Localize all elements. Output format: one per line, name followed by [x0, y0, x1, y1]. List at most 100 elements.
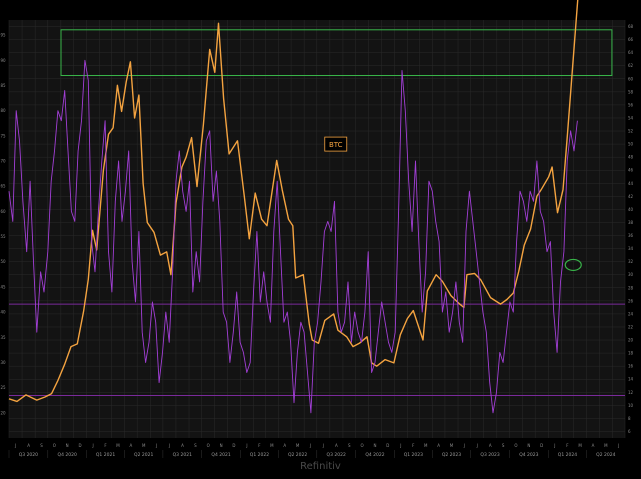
x-month-tick: N — [527, 443, 530, 448]
x-quarter-tick: Q3 2020 — [19, 452, 38, 458]
right-axis-tick: 8 — [628, 416, 631, 421]
right-axis-tick: 36 — [628, 233, 634, 238]
x-month-tick: M — [142, 443, 146, 448]
left-axis-tick: 30 — [1, 360, 7, 365]
x-month-tick: S — [348, 443, 351, 448]
left-axis-tick: 45 — [1, 284, 7, 289]
x-month-tick: J — [322, 443, 324, 448]
x-month-tick: A — [335, 443, 338, 448]
left-axis-tick: 85 — [1, 83, 7, 88]
x-quarter-tick: Q4 2022 — [365, 452, 384, 458]
marker-group — [564, 258, 582, 272]
x-quarter-tick: Q1 2024 — [558, 452, 577, 458]
left-axis-tick: 65 — [1, 184, 7, 189]
left-axis-tick: 25 — [1, 385, 7, 390]
right-axis-tick: 24 — [628, 311, 634, 316]
x-month-tick: D — [78, 443, 81, 448]
target-zone-box — [60, 29, 613, 77]
right-axis-tick: 26 — [628, 298, 634, 303]
right-axis-tick: 22 — [628, 324, 634, 329]
highlight-circle — [564, 258, 582, 272]
x-month-tick: F — [104, 443, 107, 448]
x-month-tick: J — [309, 443, 311, 448]
x-month-tick: S — [194, 443, 197, 448]
x-month-tick: S — [502, 443, 505, 448]
left-axis: 20 25 30 35 40 45 50 55 60 65 70 75 80 85 90 95 — [1, 33, 7, 416]
x-month-tick: D — [232, 443, 235, 448]
x-month-tick: O — [514, 443, 517, 448]
x-month-tick: J — [476, 443, 478, 448]
x-month-tick: A — [592, 443, 595, 448]
left-axis-tick: 50 — [1, 259, 7, 264]
right-axis-tick: 58 — [628, 89, 634, 94]
series-group — [8, 0, 579, 414]
x-quarter-tick: Q2 2021 — [134, 452, 153, 458]
right-axis-tick: 68 — [628, 24, 634, 29]
right-axis-tick: 28 — [628, 285, 634, 290]
right-axis-tick: 52 — [628, 129, 634, 134]
x-quarter-tick: Q3 2023 — [480, 452, 499, 458]
left-axis-tick: 90 — [1, 58, 7, 63]
left-axis-tick: 80 — [1, 108, 7, 113]
x-month-tick: M — [116, 443, 120, 448]
left-axis-tick: 20 — [1, 410, 7, 415]
right-axis-tick: 50 — [628, 142, 634, 147]
x-quarter-tick: Q2 2022 — [288, 452, 307, 458]
x-month-tick: J — [617, 443, 619, 448]
right-axis-tick: 64 — [628, 50, 634, 55]
right-axis-tick: 54 — [628, 115, 634, 120]
right-axis-tick: 62 — [628, 63, 634, 68]
x-month-tick: J — [553, 443, 555, 448]
right-axis-tick: 38 — [628, 220, 634, 225]
right-axis-tick: 44 — [628, 181, 634, 186]
x-quarter-tick: Q2 2024 — [596, 452, 615, 458]
x-month-tick: M — [604, 443, 608, 448]
right-axis-tick: 30 — [628, 272, 634, 277]
x-month-tick: N — [220, 443, 223, 448]
x-month-tick: A — [437, 443, 440, 448]
series-label: BTC — [329, 141, 343, 149]
x-month-tick: M — [450, 443, 454, 448]
x-month-tick: F — [412, 443, 415, 448]
right-axis-tick: 20 — [628, 338, 634, 343]
right-axis-tick: 14 — [628, 377, 634, 382]
x-month-tick: O — [207, 443, 210, 448]
left-axis-tick: 60 — [1, 209, 7, 214]
x-quarter-tick: Q1 2022 — [250, 452, 269, 458]
right-axis-tick: 42 — [628, 194, 634, 199]
footer-brand: Refinitiv — [300, 461, 341, 472]
left-axis-tick: 35 — [1, 335, 7, 340]
x-quarter-tick: Q1 2021 — [96, 452, 115, 458]
x-month-tick: F — [258, 443, 261, 448]
x-quarter-tick: Q4 2023 — [519, 452, 538, 458]
series-label-box — [324, 136, 348, 152]
x-month-tick: D — [540, 443, 543, 448]
x-month-tick: J — [245, 443, 247, 448]
left-axis-tick: 55 — [1, 234, 7, 239]
x-month-tick: N — [66, 443, 69, 448]
left-axis-tick: 75 — [1, 133, 7, 138]
x-month-tick: F — [566, 443, 569, 448]
x-month-tick: N — [373, 443, 376, 448]
x-month-tick: O — [53, 443, 56, 448]
x-month-tick: A — [489, 443, 492, 448]
right-axis-tick: 6 — [628, 429, 631, 434]
right-axis-tick: 12 — [628, 390, 634, 395]
x-month-tick: J — [14, 443, 16, 448]
right-axis-tick: 10 — [628, 403, 634, 408]
x-quarter-tick: Q1 2023 — [404, 452, 423, 458]
right-axis-tick: 32 — [628, 259, 634, 264]
x-month-tick: J — [155, 443, 157, 448]
left-axis-tick: 40 — [1, 310, 7, 315]
x-quarter-tick: Q2 2023 — [442, 452, 461, 458]
right-axis-tick: 66 — [628, 37, 634, 42]
right-axis-tick: 34 — [628, 246, 634, 251]
x-month-tick: O — [361, 443, 364, 448]
right-axis-tick: 18 — [628, 351, 634, 356]
x-month-tick: J — [399, 443, 401, 448]
x-month-tick: S — [40, 443, 43, 448]
x-month-tick: D — [386, 443, 389, 448]
